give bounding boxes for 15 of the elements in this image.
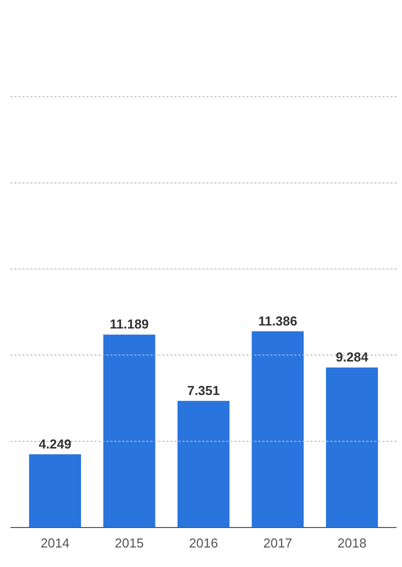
bar [252,331,304,528]
data-label: 4.249 [38,436,72,452]
x-tick-label: 2018 [338,536,366,550]
bar [326,368,378,528]
x-tick-label: 2015 [114,536,144,550]
data-label: 11.386 [258,313,298,328]
data-label: 7.351 [187,382,220,398]
x-tick-label: 2017 [263,536,292,550]
bar [29,454,82,528]
bar [178,400,230,528]
bar [103,334,156,528]
data-label: 11.189 [110,316,149,332]
x-tick-label: 2014 [40,536,70,550]
x-tick-label: 2016 [189,536,218,550]
data-label: 9.284 [336,350,369,365]
